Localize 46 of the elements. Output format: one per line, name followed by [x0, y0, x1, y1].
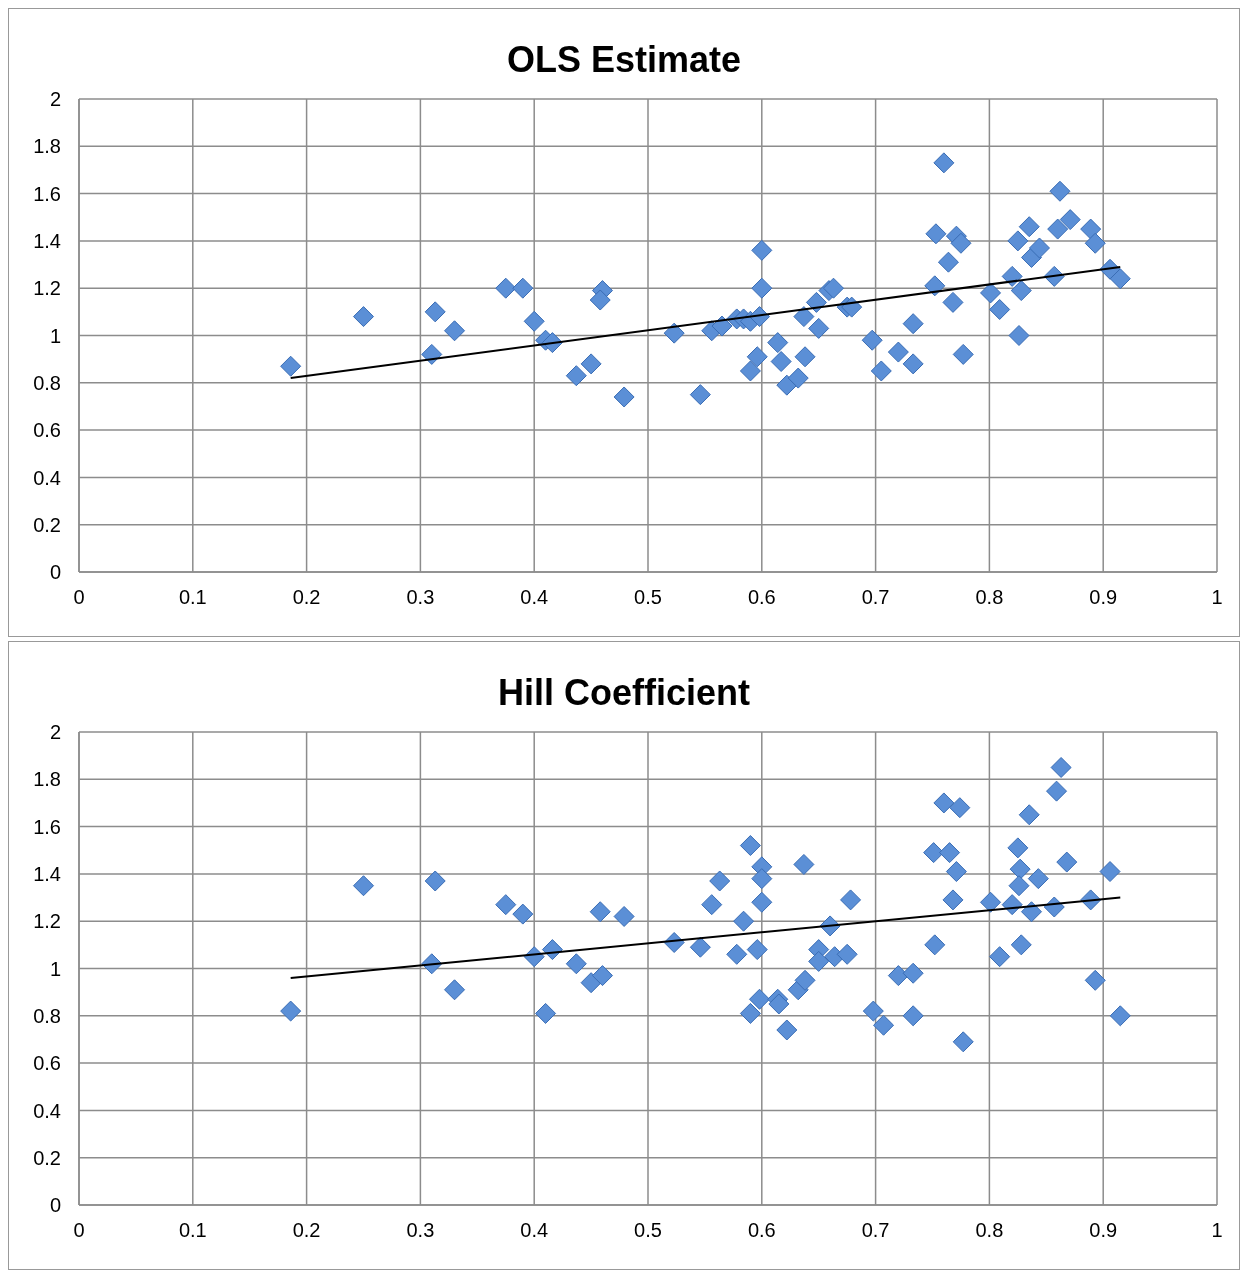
y-tick-label: 1.2	[33, 910, 61, 933]
y-tick-label: 1.2	[33, 277, 61, 300]
y-tick-label: 1.8	[33, 768, 61, 791]
x-tick-label: 0	[73, 586, 85, 609]
y-tick-label: 1.6	[33, 182, 61, 205]
x-tick-label: 0.9	[1089, 1219, 1118, 1242]
x-tick-label: 1	[1211, 1219, 1223, 1242]
x-tick-label: 0.5	[634, 1219, 662, 1242]
y-tick-label: 0	[49, 1194, 61, 1217]
y-tick-label: 0.4	[33, 466, 61, 489]
y-tick-label: 2	[49, 721, 61, 744]
y-tick-label: 0.8	[33, 1004, 61, 1027]
y-tick-label: 1.4	[33, 863, 61, 885]
x-tick-label: 0.6	[747, 586, 776, 609]
y-tick-label: 0.8	[33, 371, 61, 394]
y-tick-label: 2	[49, 88, 61, 111]
x-tick-label: 0.2	[292, 586, 321, 609]
y-tick-label: 1	[49, 324, 61, 347]
y-tick-label: 1.4	[33, 230, 61, 252]
y-tick-label: 1.6	[33, 815, 61, 838]
y-tick-label: 0.2	[33, 513, 61, 536]
x-tick-label: 0.4	[520, 586, 549, 609]
y-tick-label: 0	[49, 561, 61, 584]
y-tick-label: 0.4	[33, 1099, 61, 1122]
y-tick-label: 0.6	[33, 1052, 61, 1075]
y-tick-label: 1.8	[33, 135, 61, 158]
x-tick-label: 0.8	[975, 586, 1004, 609]
x-tick-label: 0.9	[1089, 586, 1118, 609]
x-tick-label: 0.5	[634, 586, 662, 609]
chart-title: Hill Coefficient	[497, 671, 751, 714]
x-tick-label: 0.3	[406, 586, 435, 609]
chart-title: OLS Estimate	[505, 38, 743, 81]
x-tick-label: 0.2	[292, 1219, 321, 1242]
x-tick-label: 0.1	[178, 586, 207, 609]
x-tick-label: 0.1	[178, 1219, 207, 1242]
x-tick-label: 1	[1211, 586, 1223, 609]
y-tick-label: 1	[49, 957, 61, 980]
y-tick-label: 0.6	[33, 419, 61, 442]
x-tick-label: 0	[73, 1219, 85, 1242]
y-tick-label: 0.2	[33, 1146, 61, 1169]
x-tick-label: 0.6	[747, 1219, 776, 1242]
x-tick-label: 0.7	[861, 586, 890, 609]
x-tick-label: 0.3	[406, 1219, 435, 1242]
x-tick-label: 0.7	[861, 1219, 890, 1242]
x-tick-label: 0.8	[975, 1219, 1004, 1242]
x-tick-label: 0.4	[520, 1219, 549, 1242]
